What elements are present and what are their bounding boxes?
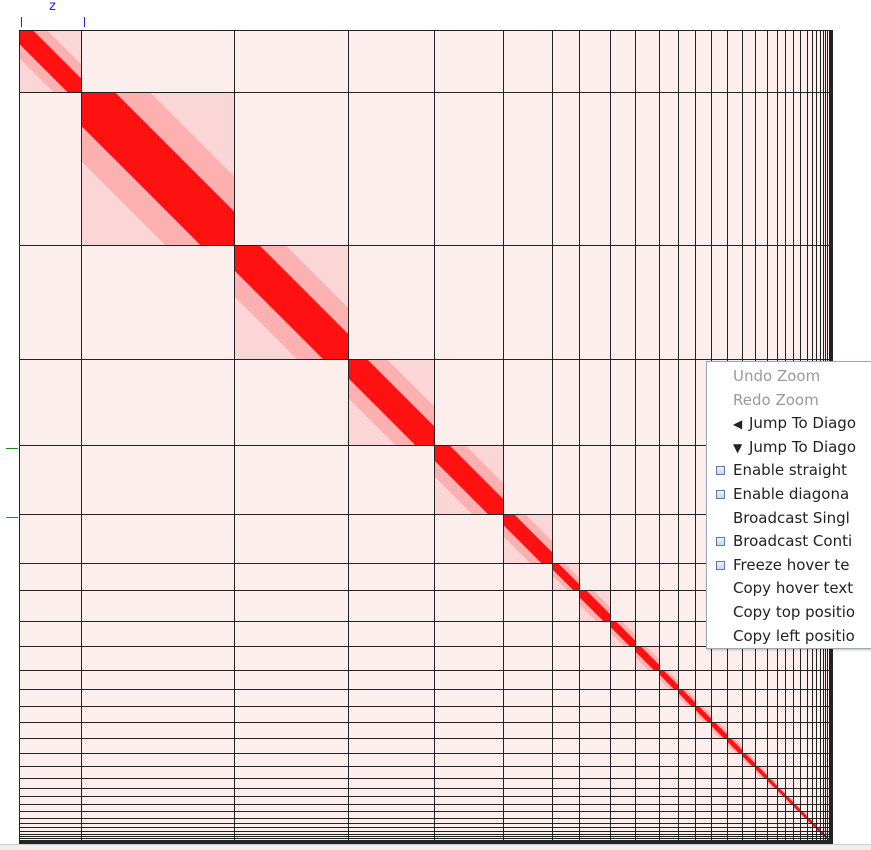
chromosome-block — [727, 738, 742, 753]
chromosome-block — [742, 753, 755, 766]
chromosome-block — [711, 722, 727, 738]
menu-item-label: Jump To Diago — [749, 437, 856, 456]
menu-item-jump-to-diagonal-down[interactable]: ▼ Jump To Diago — [707, 436, 871, 460]
top-ruler-chromosome-label: z — [49, 0, 56, 14]
menu-item-label: Enable diagona — [733, 484, 850, 503]
contact-map-heatmap[interactable] — [19, 30, 833, 844]
menu-item-label: Copy left positio — [733, 626, 855, 645]
menu-item-broadcast-single[interactable]: Broadcast Singl — [707, 507, 871, 531]
menu-item-label: Broadcast Conti — [733, 532, 853, 551]
context-menu: Undo Zoom Redo Zoom ◀ Jump To Diago ▼ Jump… — [706, 361, 871, 649]
menu-item-label: Undo Zoom — [733, 367, 821, 385]
chromosome-block — [800, 811, 807, 818]
chromosome-block — [659, 670, 678, 689]
chromosome-block — [434, 445, 503, 514]
menu-item-copy-top-position[interactable]: Copy top positio — [707, 601, 871, 625]
chromosome-block — [678, 689, 695, 706]
chromosome-block — [793, 804, 800, 811]
menu-item-copy-hover-text[interactable]: Copy hover text — [707, 577, 871, 601]
chromosome-block — [579, 590, 610, 621]
menu-item-broadcast-continuous[interactable]: Broadcast Conti — [707, 530, 871, 554]
menu-item-label: Broadcast Singl — [733, 508, 850, 527]
chromosome-block — [767, 778, 777, 788]
menu-item-redo-zoom[interactable]: Redo Zoom — [707, 389, 871, 413]
checkbox-icon[interactable] — [716, 489, 725, 499]
chromosome-block — [785, 796, 793, 804]
arrow-down-icon: ▼ — [733, 440, 743, 455]
bottom-status-strip — [0, 844, 871, 850]
checkbox-icon[interactable] — [716, 560, 725, 570]
menu-item-copy-left-position[interactable]: Copy left positio — [707, 625, 871, 649]
menu-item-enable-straight[interactable]: Enable straight — [707, 459, 871, 483]
top-ruler-tick-end — [84, 17, 85, 27]
chromosome-block — [552, 563, 579, 590]
chromosome-block — [610, 621, 635, 646]
menu-item-jump-to-diagonal-left[interactable]: ◀ Jump To Diago — [707, 412, 871, 436]
menu-item-label: Jump To Diago — [749, 414, 856, 433]
chromosome-block — [755, 766, 767, 778]
chromosome-block — [503, 514, 552, 563]
left-ruler-tick-start — [6, 448, 18, 449]
arrow-left-icon: ◀ — [733, 417, 743, 432]
top-ruler: z — [0, 0, 871, 30]
checkbox-icon[interactable] — [716, 537, 725, 547]
chromosome-block — [635, 646, 659, 670]
menu-item-label: Redo Zoom — [733, 390, 819, 409]
chromosome-block — [777, 788, 785, 796]
chromosome-block — [807, 818, 812, 823]
menu-item-label: Copy top positio — [733, 602, 856, 621]
menu-item-label: Freeze hover te — [733, 555, 850, 574]
menu-item-label: Copy hover text — [733, 579, 854, 598]
top-ruler-tick-start — [21, 17, 22, 27]
chromosome-block — [19, 30, 81, 92]
checkbox-icon[interactable] — [716, 466, 725, 476]
chromosome-block — [234, 245, 348, 359]
chromosome-block — [695, 706, 711, 722]
menu-item-freeze-hover-text[interactable]: Freeze hover te — [707, 554, 871, 578]
menu-item-undo-zoom[interactable]: Undo Zoom — [707, 365, 871, 389]
chromosome-block — [348, 359, 434, 445]
menu-item-enable-diagonal[interactable]: Enable diagona — [707, 483, 871, 507]
left-ruler-tick-end — [6, 517, 18, 518]
heatmap-canvas[interactable] — [19, 30, 833, 844]
menu-item-label: Enable straight — [733, 461, 847, 480]
chromosome-block — [81, 92, 234, 245]
